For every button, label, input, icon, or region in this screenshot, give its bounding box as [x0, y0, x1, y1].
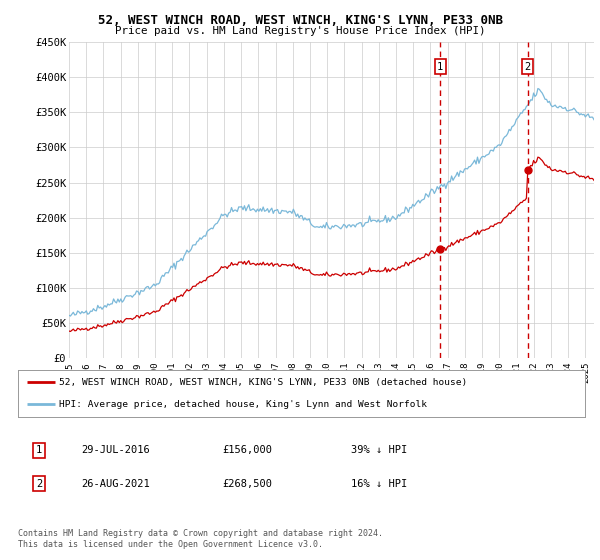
- Text: 1: 1: [437, 62, 443, 72]
- Text: HPI: Average price, detached house, King's Lynn and West Norfolk: HPI: Average price, detached house, King…: [59, 400, 427, 409]
- Text: 52, WEST WINCH ROAD, WEST WINCH, KING'S LYNN, PE33 0NB (detached house): 52, WEST WINCH ROAD, WEST WINCH, KING'S …: [59, 378, 467, 387]
- Text: £268,500: £268,500: [222, 479, 272, 489]
- Text: 2: 2: [524, 62, 531, 72]
- Text: 1: 1: [36, 445, 42, 455]
- Text: 2: 2: [36, 479, 42, 489]
- Text: 26-AUG-2021: 26-AUG-2021: [81, 479, 150, 489]
- Text: 52, WEST WINCH ROAD, WEST WINCH, KING'S LYNN, PE33 0NB: 52, WEST WINCH ROAD, WEST WINCH, KING'S …: [97, 14, 503, 27]
- Text: 39% ↓ HPI: 39% ↓ HPI: [351, 445, 407, 455]
- Text: Price paid vs. HM Land Registry's House Price Index (HPI): Price paid vs. HM Land Registry's House …: [115, 26, 485, 36]
- Text: 16% ↓ HPI: 16% ↓ HPI: [351, 479, 407, 489]
- Text: 29-JUL-2016: 29-JUL-2016: [81, 445, 150, 455]
- Text: Contains HM Land Registry data © Crown copyright and database right 2024.
This d: Contains HM Land Registry data © Crown c…: [18, 529, 383, 549]
- Text: £156,000: £156,000: [222, 445, 272, 455]
